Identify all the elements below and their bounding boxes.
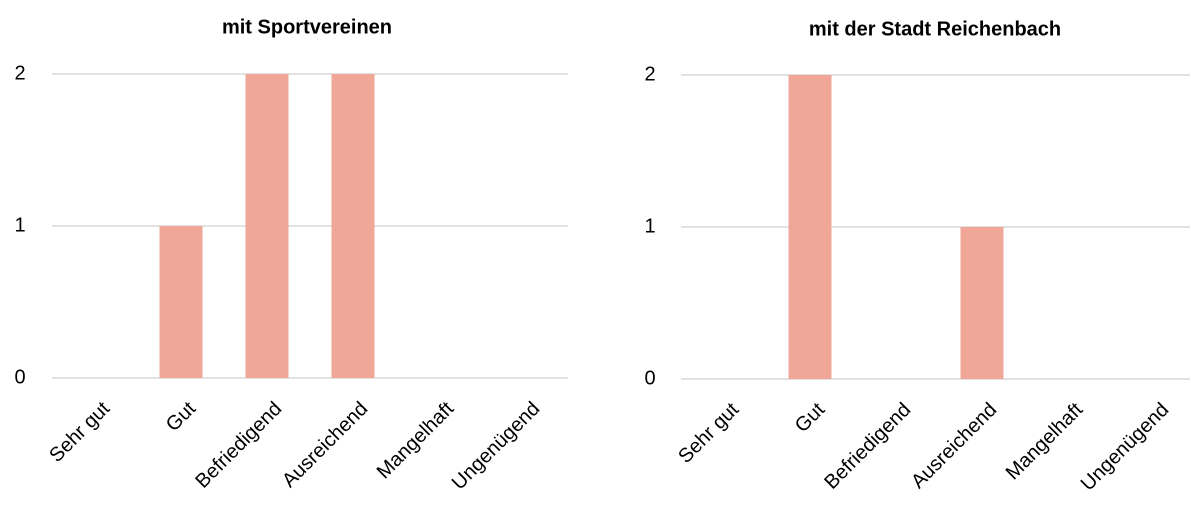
x-tick-label: Sehr gut [674, 398, 743, 467]
x-tick-label: Gut [791, 398, 830, 437]
x-tick-label: Befriedigend [820, 399, 915, 494]
bar [245, 74, 289, 378]
x-tick-label: Sehr gut [45, 397, 114, 466]
x-tick-label: Ungenügend [1077, 399, 1174, 496]
y-tick-label: 2 [14, 62, 25, 84]
y-tick-label: 2 [644, 63, 655, 85]
chart-title: mit der Stadt Reichenbach [809, 18, 1061, 40]
y-tick-label: 1 [644, 215, 655, 237]
y-tick-label: 0 [644, 367, 655, 389]
bar [960, 227, 1004, 379]
bar [159, 226, 203, 378]
x-tick-label: Gut [162, 397, 201, 436]
chart-title: mit Sportvereinen [222, 16, 392, 38]
y-tick-label: 0 [14, 366, 25, 388]
x-tick-label: Mangelhaft [1002, 398, 1088, 484]
bar [788, 75, 832, 379]
y-tick-label: 1 [14, 214, 25, 236]
x-tick-label: Befriedigend [191, 398, 286, 493]
x-tick-label: Mangelhaft [373, 397, 459, 483]
x-tick-label: Ausreichend [278, 398, 372, 492]
x-tick-label: Ausreichend [907, 399, 1001, 493]
bar [331, 74, 375, 378]
x-tick-label: Ungenügend [448, 398, 545, 495]
